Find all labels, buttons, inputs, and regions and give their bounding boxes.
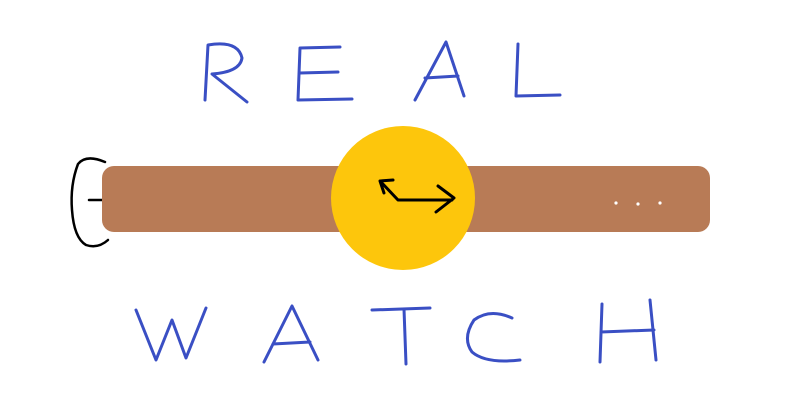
heading-real: REAL xyxy=(203,40,562,104)
strap-hole xyxy=(658,201,662,205)
letter-a xyxy=(413,40,466,102)
letter-t xyxy=(370,306,432,366)
letter-w xyxy=(134,306,208,362)
arrow-shaft xyxy=(379,180,454,202)
heading-watch: WATCH xyxy=(134,298,658,366)
letter-a2 xyxy=(262,304,320,364)
arrow-head-left xyxy=(378,178,395,195)
letter-e xyxy=(296,45,354,102)
buckle-ring xyxy=(70,157,110,248)
letter-h xyxy=(598,298,658,364)
arrow-head-right xyxy=(434,184,456,214)
strap-hole xyxy=(614,201,618,205)
letter-l xyxy=(514,42,562,98)
double-arrow-icon xyxy=(378,178,456,214)
strap-holes xyxy=(614,201,662,206)
watch-face xyxy=(331,126,475,270)
letter-c xyxy=(466,312,522,363)
strap-hole xyxy=(636,202,640,206)
letter-r xyxy=(203,42,249,104)
